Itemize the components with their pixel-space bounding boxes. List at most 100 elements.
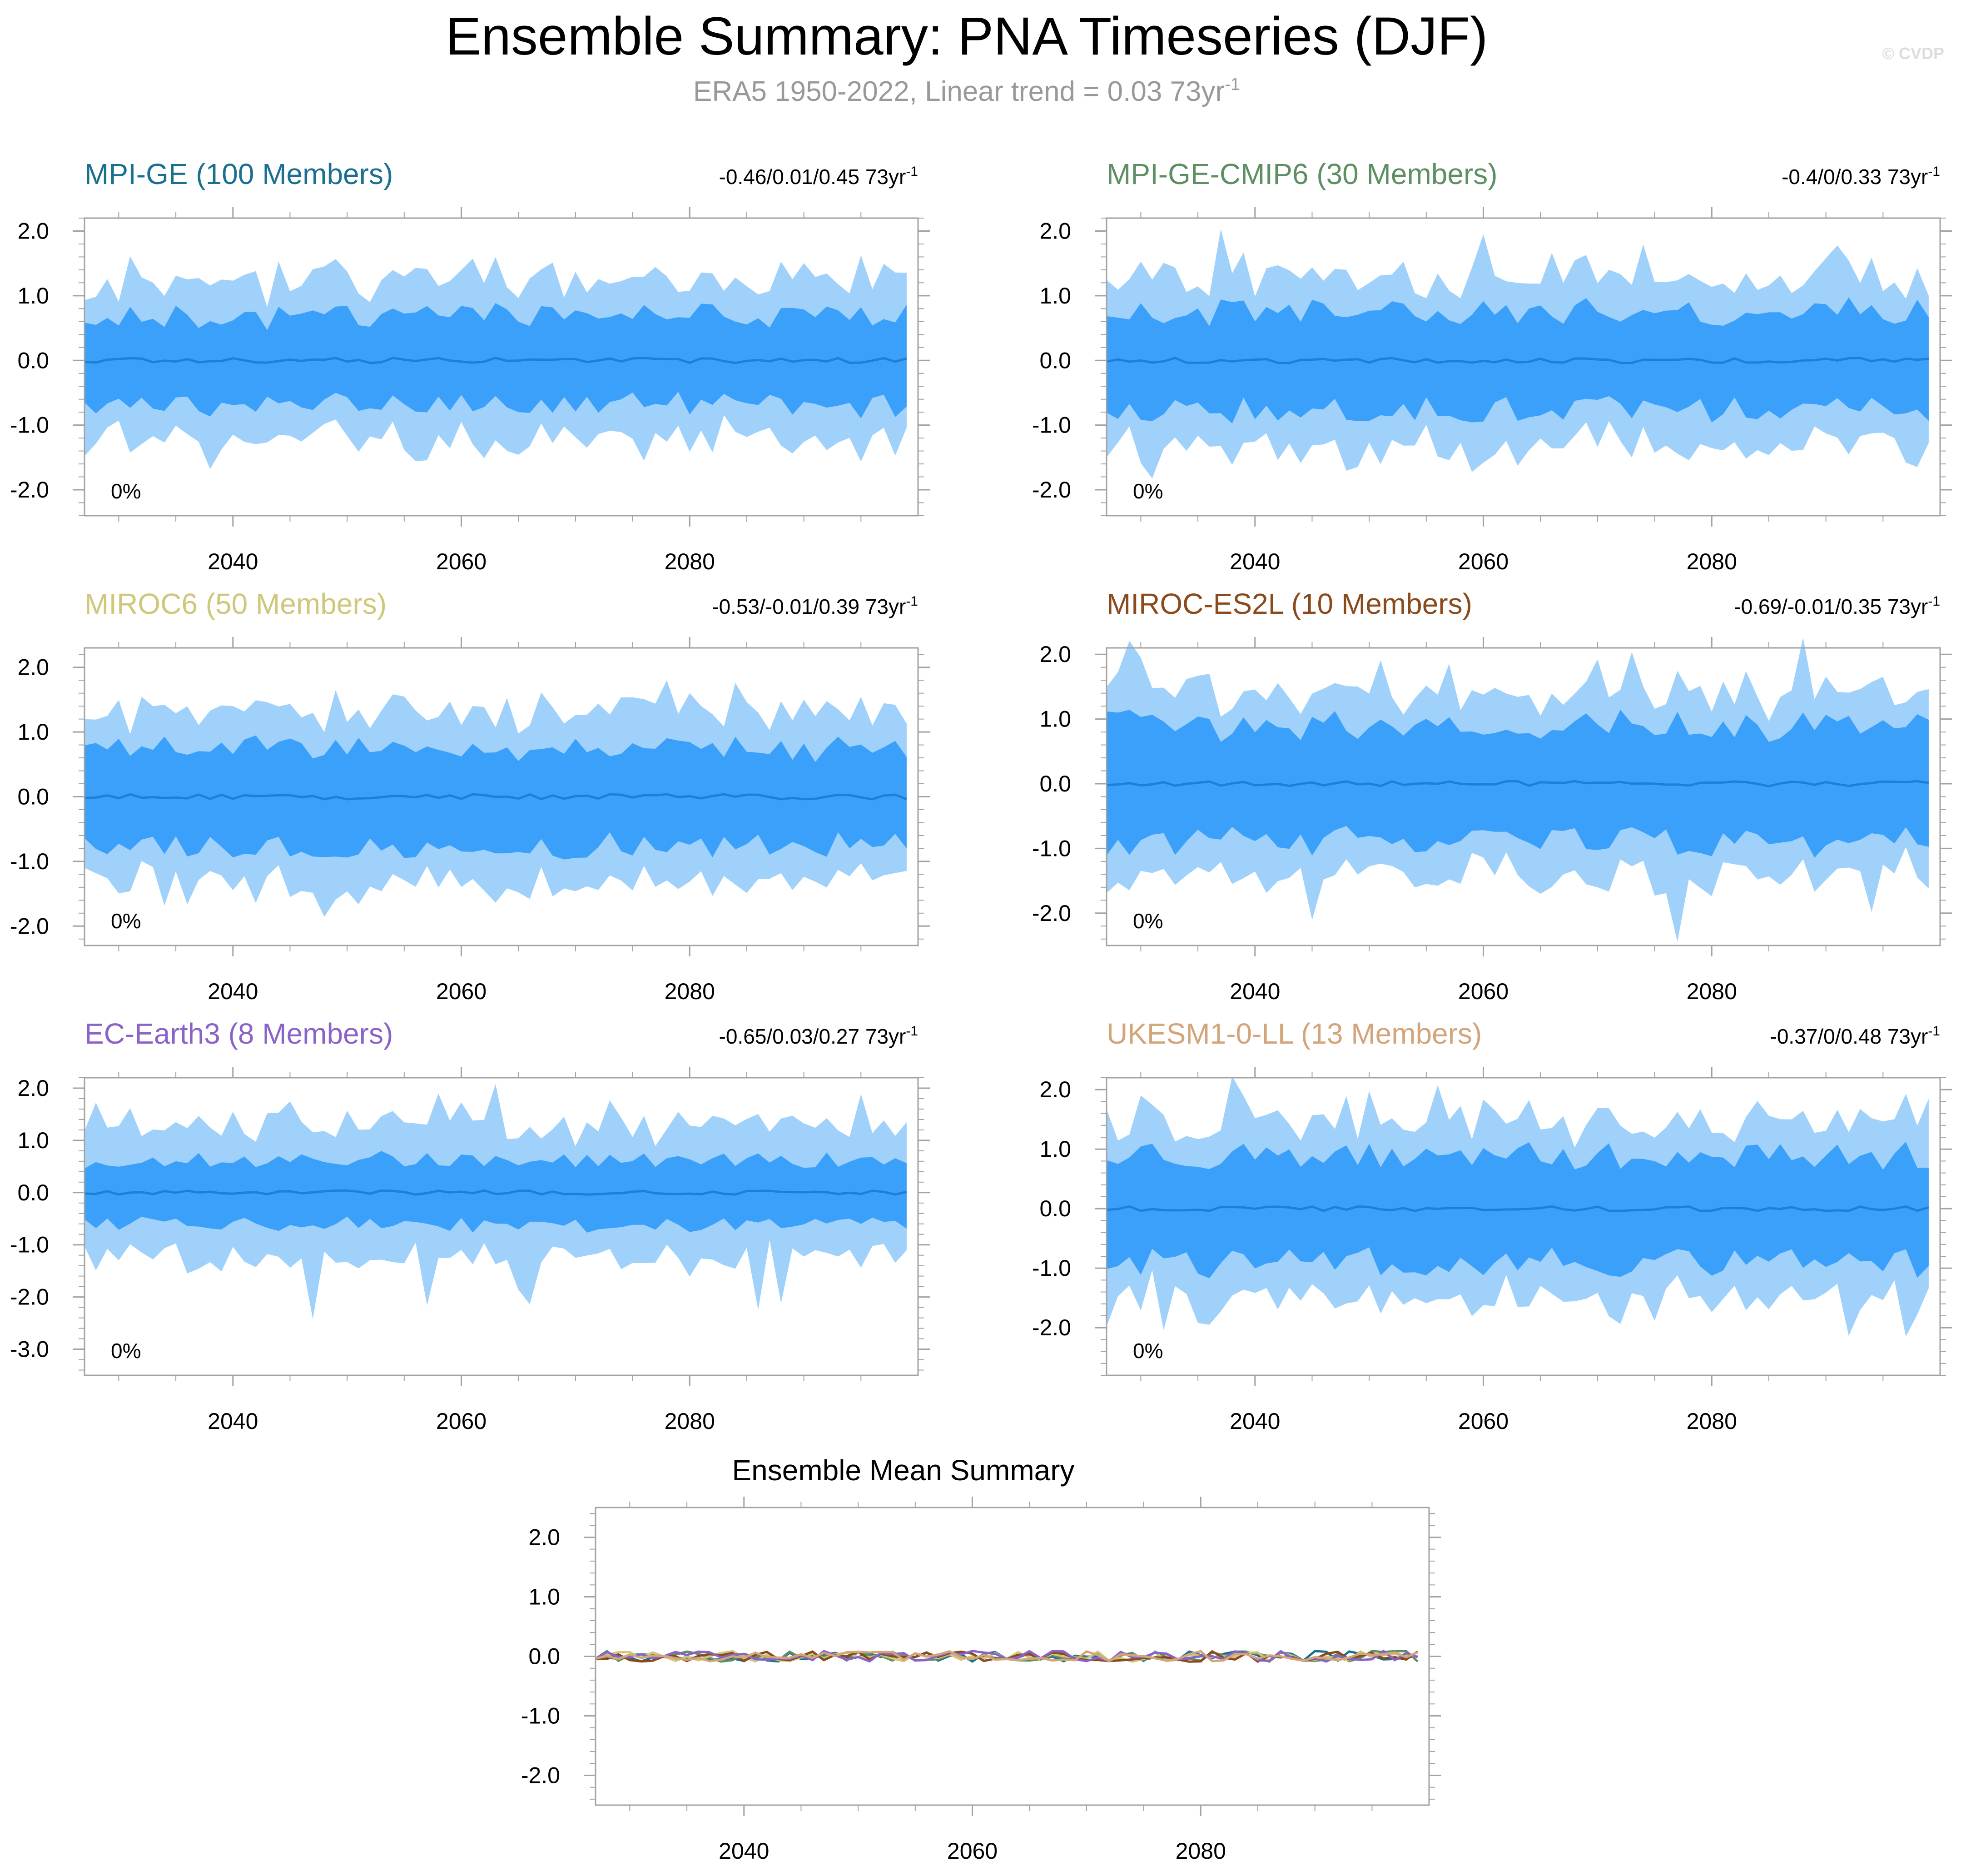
y-tick-label: -2.0 (1032, 477, 1071, 503)
inner-spread-band (84, 1151, 907, 1233)
percent-label: 0% (111, 479, 141, 503)
figure-subtitle: ERA5 1950-2022, Linear trend = 0.03 73yr… (693, 75, 1240, 107)
panel-title: MPI-GE (100 Members) (84, 158, 393, 190)
y-tick-label: -1.0 (10, 1232, 49, 1258)
x-tick-label: 2040 (208, 979, 258, 1004)
ensemble-mean-line (1106, 780, 1929, 787)
y-tick-label: 0.0 (1039, 771, 1071, 796)
inner-spread-band (84, 303, 907, 418)
y-tick-label: 1.0 (17, 283, 49, 309)
ensemble-mean-line (1106, 357, 1929, 364)
ensemble-mean-line (84, 357, 907, 364)
y-tick-label: -2.0 (521, 1763, 560, 1788)
x-tick-label: 2060 (436, 979, 487, 1004)
y-tick-label: 0.0 (17, 1180, 49, 1205)
y-tick-label: 2.0 (1039, 642, 1071, 667)
x-tick-label: 2060 (436, 549, 487, 574)
panel-title: MPI-GE-CMIP6 (30 Members) (1107, 158, 1498, 190)
panel-title: UKESM1-0-LL (13 Members) (1107, 1017, 1482, 1050)
panel-title: MIROC6 (50 Members) (84, 587, 387, 620)
percent-label: 0% (1133, 479, 1163, 503)
percent-label: 0% (111, 1339, 141, 1363)
subtitle-sup: -1 (1225, 75, 1240, 94)
ensemble-mean-line (1106, 1205, 1929, 1212)
y-tick-label: 0.0 (17, 784, 49, 810)
y-tick-label: -3.0 (10, 1337, 49, 1362)
y-tick-label: 0.0 (1039, 348, 1071, 373)
x-tick-label: 2060 (947, 1838, 998, 1864)
x-tick-label: 2080 (665, 1408, 715, 1434)
x-tick-label: 2080 (1687, 979, 1737, 1004)
chart-panel-4: MIROC-ES2L (10 Members) -0.69/-0.01/0.35 … (1032, 587, 1952, 1004)
panel-stats: -0.46/0.01/0.45 73yr-1 (719, 164, 918, 189)
y-tick-label: 2.0 (528, 1525, 560, 1550)
plot-frame (84, 1077, 919, 1376)
panel-stats: -0.69/-0.01/0.35 73yr-1 (1734, 594, 1940, 618)
y-tick-label: 2.0 (1039, 1077, 1071, 1102)
stats-text: -0.69/-0.01/0.35 73yr (1734, 595, 1928, 618)
y-tick-label: 2.0 (17, 1075, 49, 1101)
ensemble-mean-line (84, 793, 907, 801)
x-tick-label: 2060 (1458, 1408, 1509, 1434)
stats-text: -0.4/0/0.33 73yr (1782, 165, 1928, 189)
y-tick-label: -1.0 (1032, 1255, 1071, 1281)
y-tick-label: -2.0 (10, 913, 49, 939)
y-tick-label: -1.0 (521, 1703, 560, 1729)
y-tick-label: 1.0 (528, 1584, 560, 1610)
y-tick-label: -2.0 (10, 477, 49, 503)
panel-stats: -0.37/0/0.48 73yr-1 (1770, 1024, 1940, 1048)
chart-panel-7: Ensemble Mean Summary 2.0 1.0 0.0 -1.0 -2.0 20… (521, 1454, 1441, 1864)
y-tick-label: -1.0 (10, 413, 49, 438)
panel-stats: -0.65/0.03/0.27 73yr-1 (719, 1024, 918, 1048)
plot-frame (84, 217, 919, 517)
chart-panel-1: MPI-GE (100 Members) -0.46/0.01/0.45 73yr… (10, 158, 930, 574)
x-tick-label: 2040 (719, 1838, 769, 1864)
panels-group: MPI-GE (100 Members) -0.46/0.01/0.45 73yr… (10, 158, 1952, 1864)
y-tick-label: 1.0 (17, 719, 49, 745)
y-tick-label: 2.0 (17, 655, 49, 680)
y-tick-label: 0.0 (528, 1644, 560, 1669)
stats-text: -0.46/0.01/0.45 73yr (719, 165, 906, 189)
figure-title: Ensemble Summary: PNA Timeseries (DJF) (446, 6, 1488, 66)
y-tick-label: 1.0 (17, 1128, 49, 1153)
y-tick-label: -1.0 (1032, 836, 1071, 861)
y-tick-label: -1.0 (10, 849, 49, 874)
panel-title: MIROC-ES2L (10 Members) (1107, 587, 1472, 620)
stats-sup: -1 (906, 164, 918, 179)
inner-spread-band (1107, 710, 1929, 858)
panel-title: EC-Earth3 (8 Members) (84, 1017, 393, 1050)
y-tick-label: 2.0 (1039, 218, 1071, 244)
chart-panel-6: UKESM1-0-LL (13 Members) -0.37/0/0.48 73y… (1032, 1017, 1952, 1434)
chart-panel-3: MIROC6 (50 Members) -0.53/-0.01/0.39 73yr… (10, 587, 930, 1004)
stats-text: -0.65/0.03/0.27 73yr (719, 1025, 906, 1048)
ensemble-mean-line (84, 1189, 907, 1196)
stats-sup: -1 (1928, 1024, 1940, 1039)
stats-text: -0.53/-0.01/0.39 73yr (712, 595, 906, 618)
x-tick-label: 2040 (1230, 549, 1280, 574)
plot-frame (1106, 217, 1941, 517)
x-tick-label: 2060 (1458, 979, 1509, 1004)
x-tick-label: 2080 (665, 979, 715, 1004)
x-tick-label: 2080 (1687, 1408, 1737, 1434)
x-tick-label: 2040 (1230, 979, 1280, 1004)
x-tick-label: 2040 (208, 549, 258, 574)
stats-sup: -1 (1928, 164, 1940, 179)
y-tick-label: 2.0 (17, 218, 49, 244)
chart-panel-5: EC-Earth3 (8 Members) -0.65/0.03/0.27 73y… (10, 1017, 930, 1434)
x-tick-label: 2080 (665, 549, 715, 574)
panel-title: Ensemble Mean Summary (732, 1454, 1074, 1487)
y-tick-label: 1.0 (1039, 283, 1071, 309)
y-tick-label: -2.0 (1032, 1315, 1071, 1340)
percent-label: 0% (1133, 1339, 1163, 1363)
chart-panel-2: MPI-GE-CMIP6 (30 Members) -0.4/0/0.33 73y… (1032, 158, 1952, 574)
plot-frame (1106, 1077, 1941, 1376)
stats-sup: -1 (906, 594, 918, 609)
x-tick-label: 2040 (1230, 1408, 1280, 1434)
inner-spread-band (1107, 297, 1929, 423)
x-tick-label: 2060 (1458, 549, 1509, 574)
subtitle-text: ERA5 1950-2022, Linear trend = 0.03 73yr (693, 76, 1225, 107)
stats-sup: -1 (1928, 594, 1940, 609)
x-tick-label: 2060 (436, 1408, 487, 1434)
y-tick-label: 1.0 (1039, 707, 1071, 732)
